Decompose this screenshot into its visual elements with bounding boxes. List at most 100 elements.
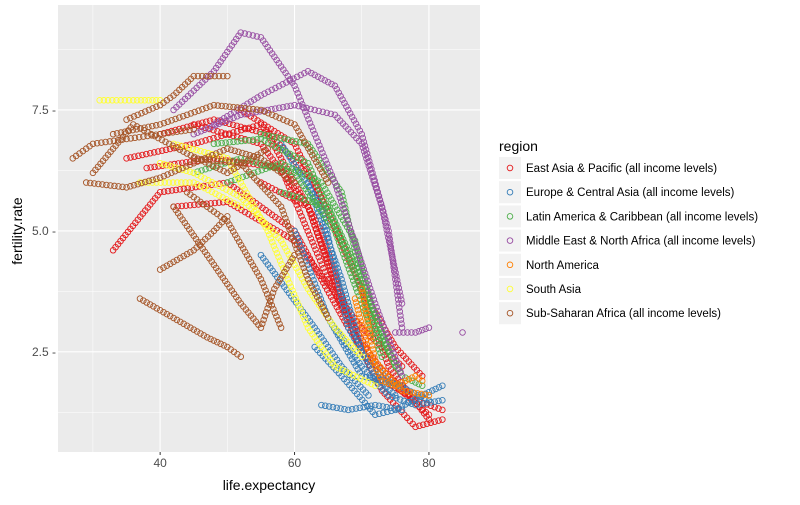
data-point bbox=[389, 393, 396, 401]
data-point bbox=[387, 246, 395, 253]
data-point bbox=[288, 165, 296, 172]
data-point bbox=[393, 273, 400, 280]
data-point bbox=[194, 139, 201, 146]
data-point bbox=[204, 177, 212, 184]
legend-circle-icon bbox=[506, 309, 514, 317]
data-point bbox=[346, 352, 354, 359]
data-point bbox=[317, 257, 324, 265]
data-point bbox=[177, 127, 185, 135]
data-point bbox=[439, 396, 446, 404]
data-point bbox=[197, 127, 205, 135]
data-point bbox=[330, 199, 337, 207]
data-point bbox=[264, 227, 271, 235]
data-point bbox=[346, 306, 354, 314]
data-point bbox=[194, 181, 201, 188]
data-point bbox=[375, 370, 382, 377]
data-point bbox=[431, 418, 438, 425]
data-point bbox=[389, 253, 396, 261]
data-point bbox=[206, 255, 213, 262]
data-point bbox=[144, 132, 151, 140]
data-point bbox=[293, 298, 301, 305]
data-point bbox=[316, 212, 323, 220]
data-point bbox=[253, 33, 261, 40]
data-point bbox=[255, 216, 263, 224]
data-point bbox=[257, 34, 265, 41]
data-point bbox=[316, 272, 323, 280]
data-point bbox=[183, 150, 191, 157]
data-point bbox=[187, 324, 194, 331]
data-point bbox=[133, 126, 140, 133]
data-point bbox=[207, 72, 214, 80]
data-point bbox=[264, 123, 271, 131]
data-point bbox=[333, 404, 341, 412]
data-point bbox=[275, 165, 283, 172]
data-point bbox=[224, 179, 231, 186]
data-point bbox=[140, 297, 147, 304]
data-point bbox=[149, 176, 156, 184]
legend-key bbox=[499, 205, 521, 228]
data-point bbox=[152, 122, 160, 129]
data-point bbox=[204, 149, 212, 157]
data-point bbox=[193, 328, 201, 335]
data-point bbox=[113, 130, 121, 137]
data-point bbox=[221, 277, 229, 285]
data-point bbox=[313, 250, 321, 257]
data-point bbox=[332, 183, 340, 190]
data-point bbox=[270, 242, 278, 250]
data-point bbox=[208, 188, 216, 196]
data-point bbox=[353, 329, 360, 337]
data-point bbox=[272, 105, 279, 112]
data-point bbox=[318, 334, 325, 341]
data-point bbox=[392, 329, 399, 336]
data-point bbox=[198, 157, 205, 164]
data-point bbox=[191, 153, 198, 161]
data-point bbox=[233, 159, 241, 167]
legend-label: Latin America & Caribbean (all income le… bbox=[526, 211, 758, 223]
data-point bbox=[354, 333, 361, 340]
data-point bbox=[275, 104, 283, 112]
data-point bbox=[194, 168, 201, 175]
data-point bbox=[378, 203, 386, 210]
data-point bbox=[439, 416, 446, 423]
data-point bbox=[216, 148, 224, 156]
data-point bbox=[327, 356, 334, 364]
data-point bbox=[206, 136, 213, 143]
data-point bbox=[344, 262, 351, 269]
data-point bbox=[307, 105, 314, 113]
data-point bbox=[276, 257, 284, 264]
data-point bbox=[388, 346, 396, 353]
data-point bbox=[315, 205, 323, 212]
data-point bbox=[384, 230, 391, 238]
data-point bbox=[408, 374, 416, 381]
data-point bbox=[427, 419, 435, 426]
data-point bbox=[215, 72, 223, 80]
data-point bbox=[335, 89, 342, 96]
data-point bbox=[308, 123, 315, 130]
y-tick-label: 5.0 - bbox=[32, 224, 56, 238]
legend-item: Middle East & North Africa (all income l… bbox=[499, 229, 756, 252]
data-point bbox=[302, 224, 310, 231]
data-point bbox=[346, 110, 354, 117]
data-point bbox=[377, 349, 384, 357]
data-point bbox=[191, 201, 198, 209]
data-point bbox=[376, 374, 384, 381]
data-point bbox=[365, 281, 373, 288]
data-point bbox=[192, 235, 200, 243]
data-point bbox=[289, 287, 296, 294]
data-point bbox=[321, 77, 329, 84]
data-point bbox=[328, 261, 336, 269]
data-point bbox=[333, 356, 341, 364]
data-point bbox=[287, 283, 295, 290]
data-point bbox=[287, 119, 295, 127]
data-point bbox=[224, 280, 231, 288]
data-point bbox=[233, 35, 240, 43]
data-point bbox=[187, 248, 194, 256]
data-point bbox=[198, 138, 205, 145]
data-point bbox=[219, 194, 226, 201]
data-point bbox=[350, 117, 358, 124]
data-point bbox=[243, 189, 250, 197]
y-tick-label: 2.5 - bbox=[32, 345, 56, 359]
data-point bbox=[371, 334, 378, 341]
data-point bbox=[273, 249, 281, 257]
data-point bbox=[287, 258, 294, 266]
